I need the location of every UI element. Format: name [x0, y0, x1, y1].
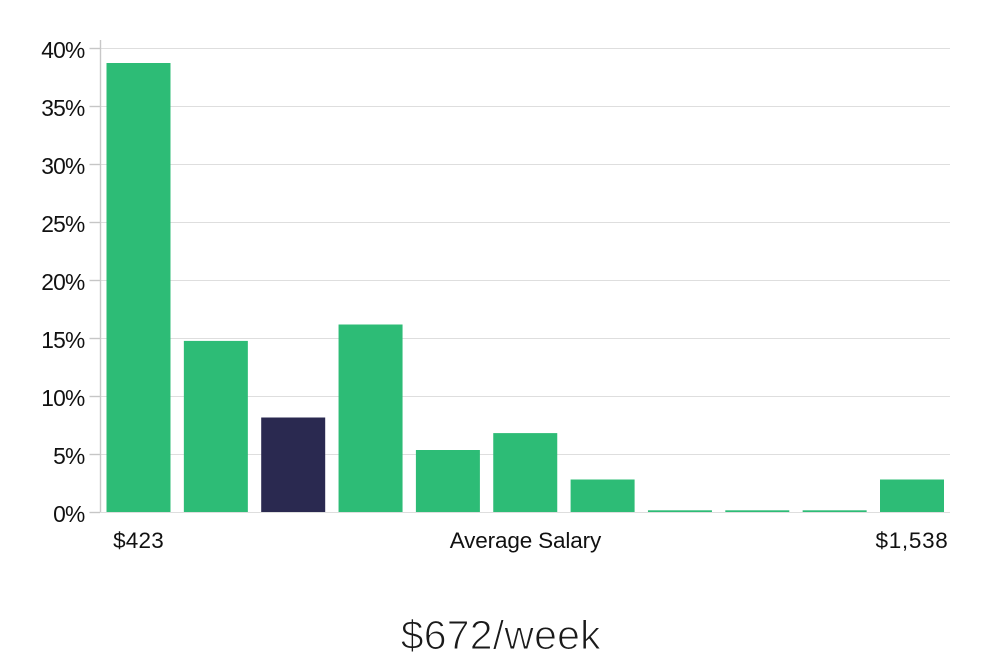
svg-text:25%: 25% [41, 211, 85, 237]
svg-text:$672/week: $672/week [401, 612, 601, 658]
svg-text:5%: 5% [53, 443, 85, 469]
svg-text:35%: 35% [41, 95, 85, 121]
svg-text:Average Salary: Average Salary [450, 528, 602, 553]
svg-text:20%: 20% [41, 269, 85, 295]
svg-text:40%: 40% [41, 37, 85, 63]
svg-text:$423: $423 [113, 528, 164, 553]
svg-text:0%: 0% [53, 501, 85, 527]
svg-text:$1,538: $1,538 [875, 528, 948, 553]
svg-text:10%: 10% [41, 385, 85, 411]
svg-text:30%: 30% [41, 153, 85, 179]
svg-text:15%: 15% [41, 327, 85, 353]
